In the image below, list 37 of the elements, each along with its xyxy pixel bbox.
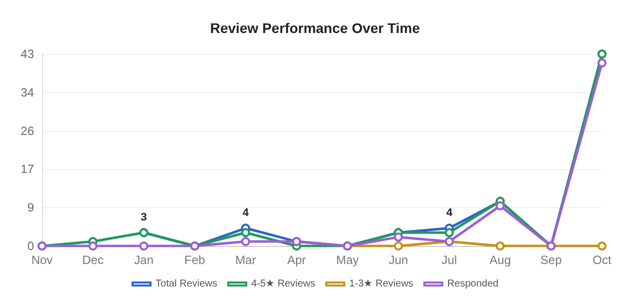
x-tick-label: Apr [287,253,306,267]
y-tick-label: 17 [20,162,34,176]
data-label: 4 [446,207,454,220]
point [394,232,403,242]
point [394,242,403,250]
legend-label: 4-5★ Reviews [251,278,316,290]
legend-label: Total Reviews [156,278,218,290]
data-label: 4 [242,207,250,220]
y-tick-label: 34 [20,85,34,100]
point [139,242,148,250]
y-tick-label: 26 [20,124,34,138]
y-tick-label: 43 [20,47,34,61]
x-tick-label: Aug [490,253,511,267]
point [598,242,606,250]
point [496,242,505,250]
y-tick-label: 9 [27,200,34,215]
x-tick-label: May [336,253,359,267]
point [496,201,505,210]
chart-title: Review Performance Over Time [210,20,420,36]
x-tick-label: Jun [388,253,408,267]
x-tick-label: Jan [134,253,154,267]
x-tick-label: Mar [235,253,256,267]
x-tick-label: Feb [184,253,206,267]
x-tick-label: Jul [442,253,457,267]
point [598,58,606,68]
data-label: 3 [140,212,147,224]
x-tick-label: Sep [540,253,562,267]
y-tick-label: 0 [27,239,34,253]
legend-label: 1-3★ Reviews [349,278,414,290]
point [241,228,250,238]
x-tick-label: Dec [82,253,104,267]
point [241,237,250,246]
x-tick-label: Nov [31,253,53,267]
point [444,228,454,238]
x-tick-label: Oct [592,253,612,267]
legend-label: Responded [447,278,498,290]
point [88,242,98,250]
